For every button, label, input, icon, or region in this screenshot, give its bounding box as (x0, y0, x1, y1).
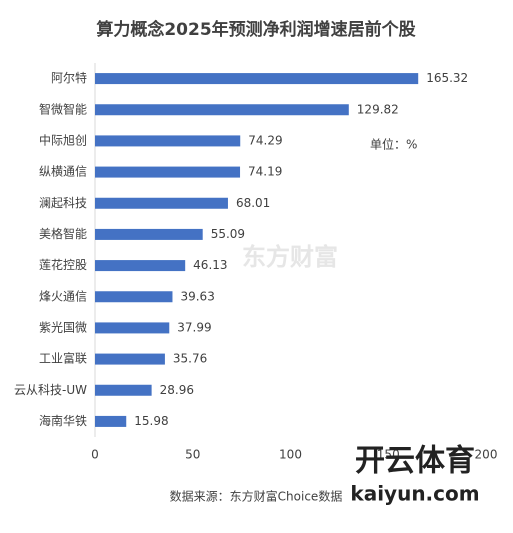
bar (95, 415, 127, 427)
y-tick-label: 阿尔特 (51, 70, 87, 85)
bar (95, 384, 152, 396)
chart-title: 算力概念2025年预测净利润增速居前个股 (95, 19, 415, 40)
y-tick-label: 纵横通信 (39, 165, 87, 179)
value-label: 74.29 (248, 133, 282, 147)
value-label: 55.09 (211, 227, 245, 241)
y-tick-label: 工业富联 (39, 351, 87, 366)
source: 数据来源：东方财富Choice数据 (170, 489, 343, 504)
bar (95, 73, 419, 85)
value-label: 35.76 (173, 352, 207, 366)
watermark: kaiyun.com (350, 482, 479, 506)
bar (95, 166, 241, 178)
x-tick-label: 150 (377, 448, 400, 462)
value-label: 68.01 (236, 196, 270, 210)
bar (95, 353, 165, 365)
value-label: 74.19 (248, 165, 282, 179)
watermark: 东方财富 (242, 243, 338, 271)
bar (95, 260, 186, 272)
bar (95, 322, 170, 334)
bar (95, 228, 203, 240)
value-label: 39.63 (180, 289, 214, 303)
bar (95, 291, 173, 303)
unit-label: 单位：% (370, 137, 417, 152)
value-label: 37.99 (177, 320, 211, 334)
x-tick-label: 200 (475, 448, 498, 462)
y-tick-label: 莲花控股 (39, 257, 87, 272)
y-tick-label: 烽火通信 (39, 289, 87, 303)
y-tick-label: 紫光国微 (39, 320, 87, 334)
x-tick-label: 0 (91, 448, 99, 462)
bar (95, 197, 228, 209)
x-tick-label: 50 (185, 448, 200, 462)
y-tick-label: 美格智能 (39, 226, 87, 241)
y-tick-label: 澜起科技 (39, 196, 87, 210)
y-tick-label: 中际旭创 (39, 132, 87, 147)
y-tick-label: 海南华铁 (39, 413, 87, 428)
value-label: 46.13 (193, 258, 227, 272)
value-label: 165.32 (426, 71, 468, 85)
bar (95, 135, 241, 147)
bar (95, 104, 349, 116)
value-label: 28.96 (160, 383, 194, 397)
value-label: 129.82 (357, 102, 399, 116)
y-tick-label: 云从科技-UW (14, 383, 87, 397)
watermark: 开云体育 (355, 444, 475, 479)
x-tick-label: 100 (279, 448, 302, 462)
y-tick-label: 智微智能 (39, 101, 87, 116)
value-label: 15.98 (134, 414, 168, 428)
